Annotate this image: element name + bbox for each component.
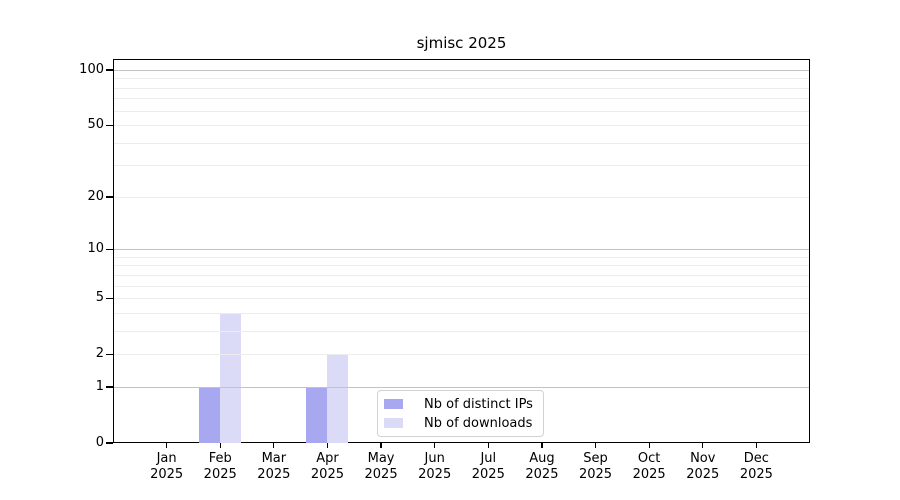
ytick-mark-5 xyxy=(106,297,113,299)
ytick-mark-2 xyxy=(106,353,113,355)
ytick-label-10: 10 xyxy=(87,241,104,257)
bar-nb-of-downloads-apr-2025 xyxy=(327,354,349,443)
xtick-label-aug-2025: Aug 2025 xyxy=(525,451,559,482)
xtick-mark-jul xyxy=(487,443,489,448)
gridline-minor-60 xyxy=(114,110,809,112)
gridline-minor-8 xyxy=(114,265,809,267)
gridline-major-10 xyxy=(114,249,809,251)
ytick-mark-1 xyxy=(106,386,113,388)
xtick-mark-apr xyxy=(326,443,329,448)
legend-item-distinct-ips: Nb of distinct IPs xyxy=(384,396,543,412)
xtick-label-dec-2025: Dec 2025 xyxy=(739,451,773,482)
gridline-minor-7 xyxy=(114,274,809,276)
xtick-mark-mar xyxy=(273,443,275,448)
ytick-label-20: 20 xyxy=(87,188,104,204)
xtick-mark-may xyxy=(380,443,382,448)
xtick-label-jul-2025: Jul 2025 xyxy=(471,451,505,482)
gridline-minor-70 xyxy=(114,98,809,100)
xtick-label-sep-2025: Sep 2025 xyxy=(578,451,613,482)
bar-nb-of-distinct-ips-apr-2025 xyxy=(306,386,328,443)
gridline-minor-6 xyxy=(114,285,809,287)
gridline-minor-4 xyxy=(114,312,809,314)
ytick-label-50: 50 xyxy=(87,117,104,133)
gridline-minor-40 xyxy=(114,142,809,144)
ytick-label-1: 1 xyxy=(95,378,104,394)
legend-swatch-distinct-ips xyxy=(384,399,403,409)
gridline-minor-80 xyxy=(114,87,809,89)
xtick-mark-nov xyxy=(702,443,704,448)
xtick-label-apr-2025: Apr 2025 xyxy=(310,451,344,482)
xtick-label-jun-2025: Jun 2025 xyxy=(418,451,452,482)
legend-label-downloads: Nb of downloads xyxy=(424,415,533,431)
gridline-minor-30 xyxy=(114,165,809,167)
gridline-minor-20 xyxy=(114,196,809,198)
bar-nb-of-downloads-feb-2025 xyxy=(220,312,242,443)
ytick-mark-20 xyxy=(106,196,113,198)
xtick-mark-jun xyxy=(434,443,436,448)
xtick-mark-dec xyxy=(755,443,758,448)
plot-area xyxy=(113,59,810,443)
xtick-label-feb-2025: Feb 2025 xyxy=(203,451,237,482)
gridline-minor-9 xyxy=(114,256,809,258)
ytick-label-2: 2 xyxy=(95,346,104,362)
xtick-label-may-2025: May 2025 xyxy=(364,451,398,482)
chart-title: sjmisc 2025 xyxy=(416,34,507,52)
gridline-minor-50 xyxy=(114,125,809,127)
xtick-label-mar-2025: Mar 2025 xyxy=(257,451,291,482)
ytick-mark-50 xyxy=(106,124,113,126)
xtick-mark-aug xyxy=(541,443,543,448)
legend-swatch-downloads xyxy=(384,418,403,428)
xtick-mark-feb xyxy=(219,443,221,448)
gridline-major-100 xyxy=(114,69,809,71)
gridline-major-1 xyxy=(114,386,809,388)
xtick-label-nov-2025: Nov 2025 xyxy=(686,451,720,482)
xtick-label-oct-2025: Oct 2025 xyxy=(632,451,666,482)
ytick-mark-10 xyxy=(106,248,113,250)
bar-nb-of-distinct-ips-feb-2025 xyxy=(199,386,221,443)
ytick-label-0: 0 xyxy=(95,435,104,450)
gridline-minor-90 xyxy=(114,78,809,80)
ytick-mark-100 xyxy=(106,69,113,71)
ytick-mark-0 xyxy=(106,442,113,444)
gridline-minor-3 xyxy=(114,330,809,332)
legend-label-distinct-ips: Nb of distinct IPs xyxy=(424,396,533,412)
ytick-label-5: 5 xyxy=(95,290,104,306)
xtick-label-jan-2025: Jan 2025 xyxy=(150,451,184,482)
gridline-minor-5 xyxy=(114,298,809,300)
legend: Nb of distinct IPs Nb of downloads xyxy=(377,390,544,437)
gridline-minor-2 xyxy=(114,354,809,356)
xtick-mark-jan xyxy=(165,443,168,448)
legend-item-downloads: Nb of downloads xyxy=(384,415,543,431)
xtick-mark-sep xyxy=(594,443,597,448)
ytick-label-100: 100 xyxy=(79,61,104,77)
xtick-mark-oct xyxy=(648,443,650,448)
